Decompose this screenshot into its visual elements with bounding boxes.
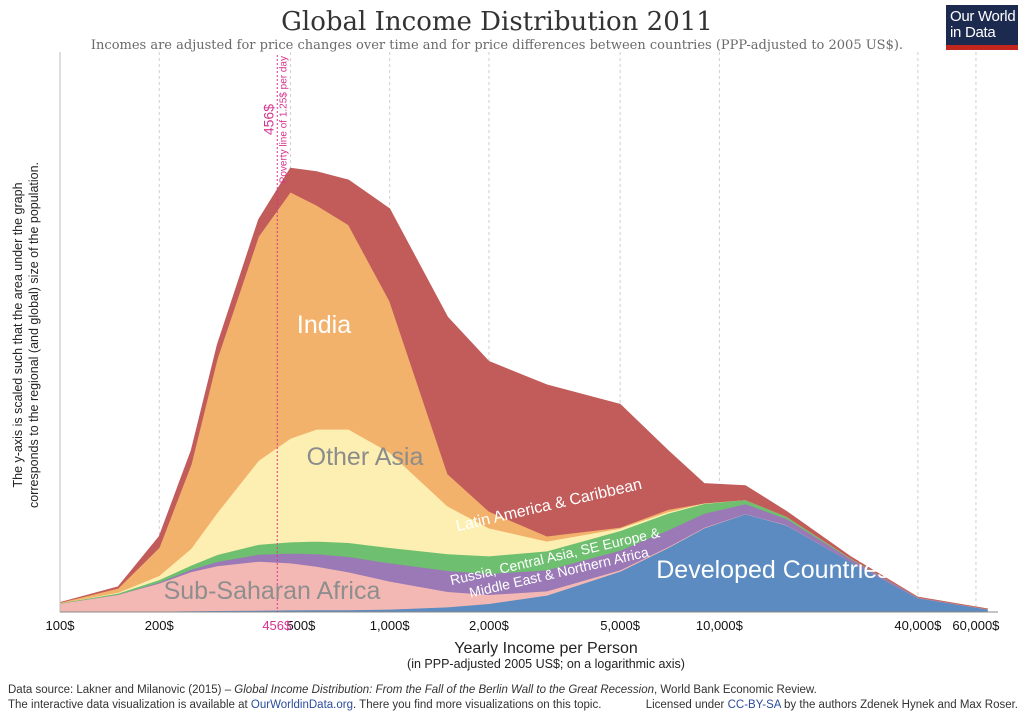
license-link[interactable]: CC-BY-SA — [727, 699, 781, 711]
x-tick-label-5: 5,000$ — [600, 618, 641, 633]
source-suffix: , World Bank Economic Review. — [654, 684, 817, 696]
interactive-suffix: . There you find more visualizations on … — [352, 699, 602, 711]
interactive-prefix: The interactive data visualization is av… — [8, 699, 251, 711]
x-tick-label-3: 1,000$ — [370, 618, 411, 633]
chart-title: Global Income Distribution 2011 — [281, 7, 713, 37]
chart-subtitle: Incomes are adjusted for price changes o… — [91, 38, 903, 53]
logo-line2: in Data — [950, 24, 996, 41]
footer-source: Data source: Lakner and Milanovic (2015)… — [8, 684, 1018, 696]
x-tick-label-4: 2,000$ — [469, 618, 510, 633]
x-tick-label-7: 40,000$ — [894, 618, 942, 633]
label-sub-saharan-africa: Sub-Saharan Africa — [164, 577, 381, 605]
logo-line1: Our World — [950, 8, 1016, 25]
license-suffix: by the authors Zdenek Hynek and Max Rose… — [780, 699, 1018, 711]
owid-link[interactable]: OurWorldinData.org — [250, 699, 353, 711]
our-world-in-data-logo[interactable]: Our World in Data — [946, 5, 1018, 50]
poverty-line-group: 456$ Poverty line of 1.25$ per day — [260, 55, 289, 612]
x-axis-label: Yearly Income per Person — [454, 640, 638, 657]
source-prefix: Data source: Lakner and Milanovic (2015)… — [8, 684, 235, 696]
label-china: China — [522, 352, 587, 380]
poverty-line-annotation: Poverty line of 1.25$ per day — [278, 56, 289, 183]
x-tick-label-2: 500$ — [286, 618, 316, 633]
license-prefix: Licensed under — [645, 699, 728, 711]
x-tick-label-poverty: 456$ — [262, 618, 292, 633]
footer-info: The interactive data visualization is av… — [8, 699, 1018, 711]
y-axis-label-line2: corresponds to the regional (and global)… — [27, 162, 41, 508]
y-axis-label-line1: The y-axis is scaled such that the area … — [11, 182, 25, 487]
source-title: Global Income Distribution: From the Fal… — [234, 684, 655, 696]
label-india: India — [297, 311, 351, 339]
x-tick-label-0: 100$ — [46, 618, 76, 633]
x-tick-labels: 100$ 200$ 500$ 1,000$ 2,000$ 5,000$ 10,000$ 40,… — [46, 618, 1001, 633]
x-tick-label-1: 200$ — [145, 618, 175, 633]
area-china — [59, 167, 988, 610]
label-other-asia: Other Asia — [307, 443, 424, 471]
x-tick-label-6: 10,000$ — [696, 618, 744, 633]
x-tick-label-8: 60,000$ — [952, 618, 1000, 633]
y-axis-label-group: The y-axis is scaled such that the area … — [11, 162, 41, 508]
stacked-areas — [59, 167, 988, 613]
poverty-line-label: 456$ — [260, 104, 276, 135]
license-text: Licensed under CC-BY-SA by the authors Z… — [646, 699, 1018, 711]
x-axis-sublabel: (in PPP-adjusted 2005 US$; on a logarith… — [407, 657, 685, 671]
label-developed-countries: Developed Countries — [656, 556, 889, 584]
